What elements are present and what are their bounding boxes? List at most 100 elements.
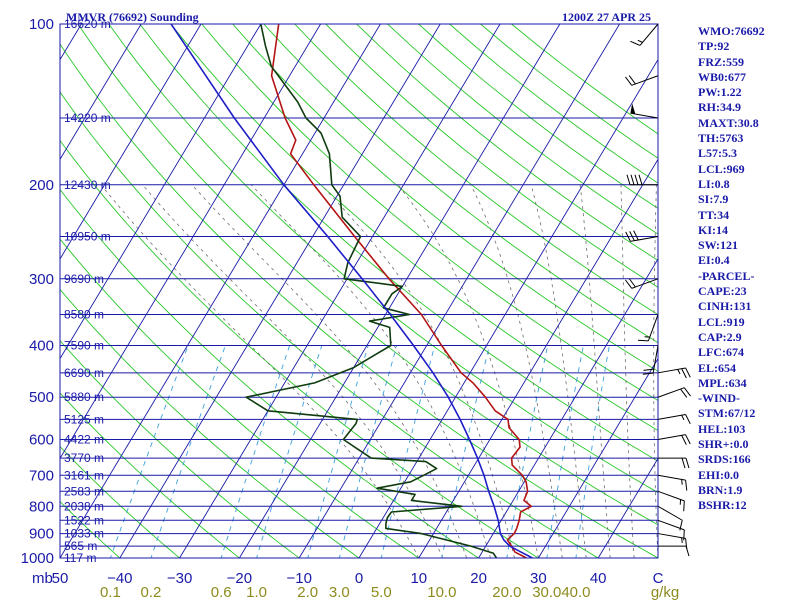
- isotherm: [60, 24, 142, 161]
- dry-adiabat: [139, 24, 658, 462]
- index-item: FRZ:559: [698, 54, 744, 69]
- pressure-tick-label: 600: [29, 432, 54, 449]
- height-label: 2038 m: [64, 499, 104, 513]
- isotherm: [60, 24, 202, 260]
- wind-barb-staff: [630, 112, 659, 119]
- mixing-ratio-line: [441, 345, 490, 558]
- wind-barb-flag: [630, 174, 635, 185]
- mixing-ratio-line: [109, 345, 189, 558]
- wind-barb: [658, 457, 690, 469]
- sounding-indices-list: WMO:76692 TP:92 FRZ:559 WB0:677 PW:1.22 RH:34…: [698, 24, 798, 514]
- dry-adiabat: [60, 445, 181, 558]
- pressure-unit-label: mb: [32, 570, 53, 587]
- wind-barb: [642, 345, 659, 375]
- index-item: EHI:0.0: [698, 467, 740, 482]
- wind-barb-flag: [625, 279, 633, 289]
- index-item: CINH:131: [698, 299, 752, 314]
- dewpoint-trace: [245, 24, 498, 558]
- mixing-ratio-label: 40.0: [561, 584, 590, 600]
- pressure-tick-label: 1000: [21, 550, 54, 567]
- index-item: LCL:969: [698, 161, 745, 176]
- mixing-ratio-label: 0.6: [211, 584, 232, 600]
- wind-barb-flag: [683, 500, 685, 512]
- wind-barb-flag: [629, 231, 635, 241]
- wind-barb-flag: [643, 368, 654, 371]
- dry-adiabat: [60, 188, 480, 558]
- height-label: 9690 m: [64, 272, 104, 286]
- wind-barb: [625, 75, 659, 86]
- moist-adiabat: [191, 184, 467, 558]
- index-item: MAXT:30.8: [698, 115, 759, 130]
- index-item: BSHR:12: [698, 498, 747, 513]
- wind-barb-flag: [630, 40, 641, 46]
- mixing-ratio-label: 3.0: [329, 584, 350, 600]
- index-item: LCL:919: [698, 314, 745, 329]
- index-item: LI:0.8: [698, 176, 730, 191]
- pressure-tick-label: 700: [29, 467, 54, 484]
- wind-barb: [626, 174, 658, 186]
- isotherm: [179, 24, 501, 558]
- wind-barb: [625, 278, 659, 289]
- height-label: 6690 m: [64, 366, 104, 380]
- mixing-ratio-label: g/kg: [651, 584, 679, 600]
- wind-barb-half-flag: [681, 537, 683, 543]
- wind-barb: [637, 314, 659, 342]
- dry-adiabat: [170, 24, 658, 432]
- wind-barb-flag: [685, 538, 688, 549]
- station-title: MMVR (76692) Sounding: [66, 10, 199, 24]
- temperature-tick-label: 10: [410, 570, 427, 587]
- wind-barb-flag: [625, 231, 631, 242]
- isotherm: [538, 357, 658, 558]
- height-label: 4422 m: [64, 433, 104, 447]
- height-label: 1033 m: [64, 527, 104, 541]
- index-item: EL:654: [698, 360, 737, 375]
- wind-barb-staff: [647, 314, 659, 342]
- wind-barb-flag: [637, 339, 649, 342]
- index-item: WB0:677: [698, 69, 746, 84]
- index-item: BRN:1.9: [698, 482, 743, 497]
- temperature-tick-label: 30: [530, 570, 547, 587]
- isotherm: [358, 58, 658, 558]
- index-item: KI:14: [698, 222, 728, 237]
- dry-adiabat: [356, 24, 658, 262]
- mixing-ratio-line: [338, 345, 398, 558]
- wind-barb-half-flag: [677, 369, 681, 375]
- index-item: HEL:103: [698, 421, 746, 436]
- wind-barb-half-flag: [637, 39, 643, 43]
- index-item: SW:121: [698, 238, 739, 253]
- index-item: -WIND-: [698, 391, 740, 406]
- height-label: 12430 m: [64, 178, 111, 192]
- wind-barb: [657, 505, 683, 531]
- mixing-ratio-line: [220, 345, 291, 558]
- wind-barb-staff: [657, 434, 686, 441]
- mixing-ratio-label: 20.0: [492, 584, 521, 600]
- mixing-ratio-line: [506, 345, 549, 558]
- height-label: 565 m: [64, 539, 97, 553]
- wind-barb-flag: [634, 174, 639, 185]
- pressure-tick-label: 300: [29, 271, 54, 288]
- wind-barb-staff: [631, 75, 659, 86]
- temperature-tick-label: 20: [470, 570, 487, 587]
- index-item: LFC:674: [698, 345, 744, 360]
- height-label: 8580 m: [64, 308, 104, 322]
- mixing-ratio-label: 0.2: [141, 584, 162, 600]
- index-item: CAPE:23: [698, 284, 747, 299]
- temperature-tick-label: −40: [107, 570, 132, 587]
- moist-adiabat: [320, 184, 515, 558]
- valid-time: 1200Z 27 APR 25: [562, 10, 651, 24]
- wind-barb-staff: [657, 533, 686, 539]
- mixing-ratio-label: 2.0: [297, 584, 318, 600]
- index-item: TH:5763: [698, 131, 744, 146]
- isotherm: [418, 158, 658, 558]
- plot-frame: [59, 23, 659, 559]
- wind-barb-staff: [639, 23, 659, 46]
- wind-barb-flag: [642, 372, 654, 375]
- wind-barb: [625, 230, 659, 242]
- index-item: SRDS:166: [698, 452, 751, 467]
- dry-adiabat: [60, 43, 658, 558]
- dry-adiabat: [60, 500, 121, 558]
- parcel-trace: [170, 24, 533, 558]
- pressure-tick-label: 400: [29, 338, 54, 355]
- wind-barb: [657, 434, 691, 445]
- wind-barb: [630, 23, 659, 46]
